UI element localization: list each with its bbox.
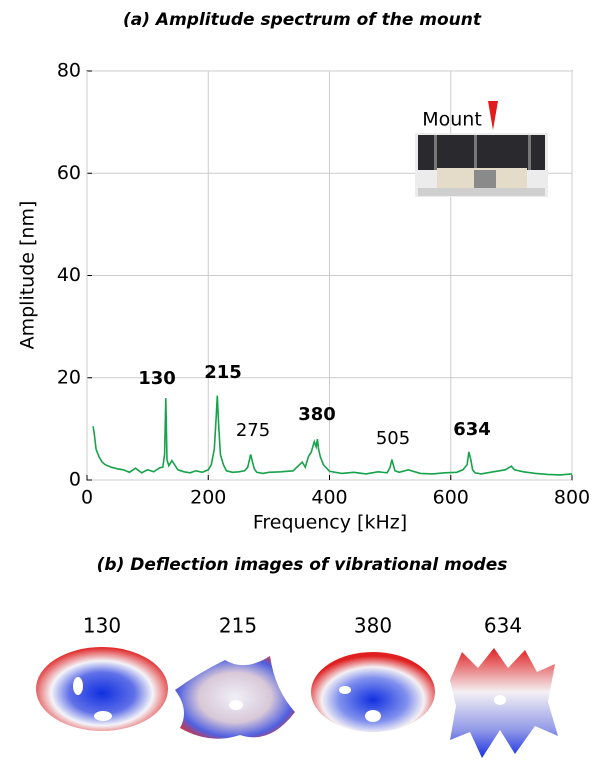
y-tick-label: 0 — [69, 469, 81, 491]
mode-label: 380 — [354, 614, 392, 638]
peak-label: 275 — [236, 420, 270, 441]
x-tick-label: 0 — [81, 487, 93, 509]
mode-hole — [94, 711, 112, 721]
inset-label: Mount — [422, 109, 482, 131]
x-tick-label: 400 — [311, 487, 347, 509]
inset-center — [474, 170, 496, 188]
mode-hole — [494, 695, 506, 705]
y-tick-label: 60 — [57, 162, 81, 184]
peak-label: 130 — [138, 368, 176, 389]
mode-hole — [339, 686, 351, 694]
mount-marker — [488, 101, 498, 130]
y-tick-label: 80 — [57, 60, 81, 82]
mode-label: 215 — [219, 614, 257, 638]
y-tick-label: 40 — [57, 264, 81, 286]
mode-label: 634 — [484, 614, 522, 638]
mode-image — [175, 656, 295, 739]
mode-hole — [229, 700, 243, 710]
x-tick-label: 600 — [433, 487, 469, 509]
mode-images — [36, 647, 558, 758]
y-tick-label: 20 — [57, 366, 81, 388]
peak-label: 380 — [298, 404, 336, 425]
inset-base — [418, 188, 545, 196]
mode-hole — [73, 677, 83, 695]
inset-top — [418, 135, 545, 170]
inset-gap — [434, 135, 437, 170]
peak-label: 215 — [204, 362, 242, 383]
figure: (a) Amplitude spectrum of the mount 0 20 4… — [0, 0, 604, 762]
peak-label: 634 — [453, 419, 491, 440]
mode-label: 130 — [83, 614, 121, 638]
y-axis-label: Amplitude [nm] — [17, 201, 39, 350]
x-tick-label: 200 — [190, 487, 226, 509]
peak-label: 505 — [376, 428, 410, 449]
inset-gap — [528, 135, 531, 170]
modes-title: (b) Deflection images of vibrational mod… — [97, 555, 508, 575]
mode-hole — [365, 710, 381, 722]
x-tick-label: 800 — [554, 487, 590, 509]
chart-title: (a) Amplitude spectrum of the mount — [123, 10, 482, 30]
inset-gap — [474, 135, 477, 170]
x-axis-label: Frequency [kHz] — [253, 512, 407, 534]
inset: Mount — [415, 101, 548, 197]
mode-labels: 130 215 380 634 — [83, 614, 522, 638]
